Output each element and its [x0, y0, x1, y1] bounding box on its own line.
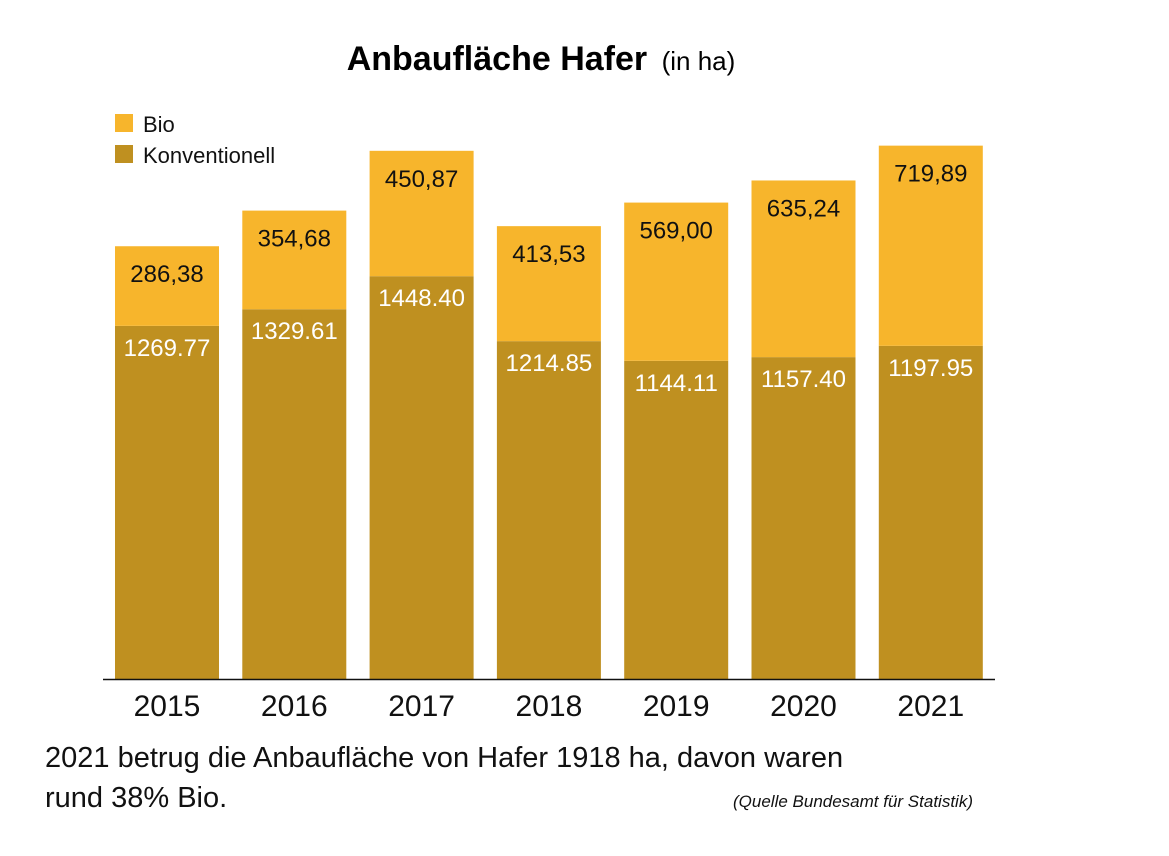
bar-konventionell-2017 — [369, 276, 474, 679]
x-tick-label-2017: 2017 — [388, 690, 455, 723]
data-label-bio-2018: 413,53 — [512, 241, 585, 268]
data-label-konventionell-2018: 1214.85 — [506, 350, 593, 377]
bar-konventionell-2016 — [242, 309, 347, 679]
data-label-konventionell-2021: 1197.95 — [888, 355, 973, 382]
data-label-bio-2019: 569,00 — [639, 218, 712, 245]
caption: 2021 betrug die Anbaufläche von Hafer 19… — [45, 738, 1045, 818]
data-label-konventionell-2016: 1329.61 — [251, 318, 338, 345]
data-label-konventionell-2020: 1157.40 — [761, 366, 846, 393]
x-tick-label-2016: 2016 — [261, 690, 328, 723]
data-label-bio-2016: 354,68 — [258, 226, 331, 253]
chart-title-main: Anbaufläche Hafer — [347, 40, 647, 78]
bar-bio-2017 — [369, 150, 474, 277]
bar-bio-2020 — [751, 180, 856, 358]
data-label-bio-2020: 635,24 — [767, 195, 840, 222]
x-tick-labels: 2015 2016 2017 2018 2019 2020 2021 — [134, 690, 965, 723]
legend-label-bio: Bio — [143, 112, 175, 137]
data-labels: 286,38 1269.77 354,68 1329.61 450,87 1448.40 4… — [124, 161, 974, 397]
bars — [115, 145, 983, 679]
data-label-konventionell-2019: 1144.11 — [635, 370, 718, 397]
data-label-bio-2015: 286,38 — [130, 261, 203, 288]
bar-konventionell-2020 — [751, 357, 856, 679]
bar-konventionell-2021 — [878, 345, 983, 679]
bar-konventionell-2019 — [624, 360, 729, 679]
data-label-konventionell-2017: 1448.40 — [378, 285, 465, 312]
bar-bio-2018 — [496, 226, 601, 342]
legend-label-konventionell: Konventionell — [143, 143, 275, 168]
bar-bio-2021 — [878, 145, 983, 346]
data-label-bio-2017: 450,87 — [385, 166, 458, 193]
x-tick-label-2021: 2021 — [897, 690, 964, 723]
bar-bio-2019 — [624, 202, 729, 361]
caption-line-1: 2021 betrug die Anbaufläche von Hafer 19… — [45, 742, 844, 774]
caption-line-2: rund 38% Bio. — [45, 782, 228, 814]
bar-bio-2016 — [242, 210, 347, 310]
source-note: (Quelle Bundesamt für Statistik) — [733, 792, 973, 811]
x-tick-label-2015: 2015 — [134, 690, 201, 723]
x-tick-label-2018: 2018 — [516, 690, 583, 723]
x-tick-label-2020: 2020 — [770, 690, 837, 723]
data-label-konventionell-2015: 1269.77 — [124, 335, 211, 362]
x-tick-label-2019: 2019 — [643, 690, 710, 723]
chart-title: Anbaufläche Hafer (in ha) — [347, 40, 736, 78]
bar-konventionell-2015 — [115, 325, 219, 679]
data-label-bio-2021: 719,89 — [894, 161, 967, 188]
legend-swatch-konventionell — [115, 145, 133, 163]
legend-swatch-bio — [115, 114, 133, 132]
bar-bio-2015 — [115, 246, 219, 326]
bar-konventionell-2018 — [496, 341, 601, 679]
legend: Bio Konventionell — [115, 112, 275, 168]
chart-title-unit: (in ha) — [662, 46, 736, 76]
